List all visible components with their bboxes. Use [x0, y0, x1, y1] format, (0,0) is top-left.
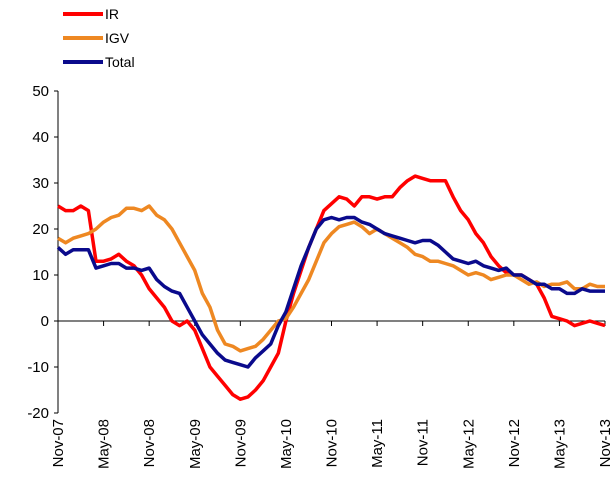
y-tick-label: -10: [27, 359, 49, 376]
y-tick-label: 10: [32, 267, 49, 284]
series-line: [56, 215, 605, 369]
x-tick-label: May-12: [460, 419, 477, 469]
x-tick-label: May-08: [96, 419, 113, 469]
x-tick-label: May-09: [187, 419, 204, 469]
series-line: [57, 204, 605, 353]
y-tick-label: 40: [32, 129, 49, 146]
x-tick-label: May-13: [551, 419, 568, 469]
x-tick-label: Nov-13: [597, 419, 613, 467]
y-tick-label: 50: [32, 83, 49, 100]
y-tick-label: 20: [32, 221, 49, 238]
legend-label: Total: [105, 54, 135, 70]
x-tick-label: Nov-10: [324, 419, 341, 467]
x-tick-label: Nov-08: [141, 419, 158, 467]
legend-label: IGV: [105, 30, 130, 46]
x-tick-label: May-11: [369, 419, 386, 468]
y-tick-label: 30: [32, 175, 49, 192]
x-tick-label: Nov-12: [506, 419, 523, 467]
y-tick-label: -20: [27, 405, 49, 422]
x-tick-label: Nov-09: [232, 419, 249, 467]
x-tick-label: May-10: [278, 419, 295, 469]
x-tick-label: Nov-07: [50, 419, 67, 467]
y-tick-label: 0: [41, 313, 49, 330]
legend-label: IR: [105, 6, 119, 22]
x-tick-label: Nov-11: [415, 419, 432, 466]
